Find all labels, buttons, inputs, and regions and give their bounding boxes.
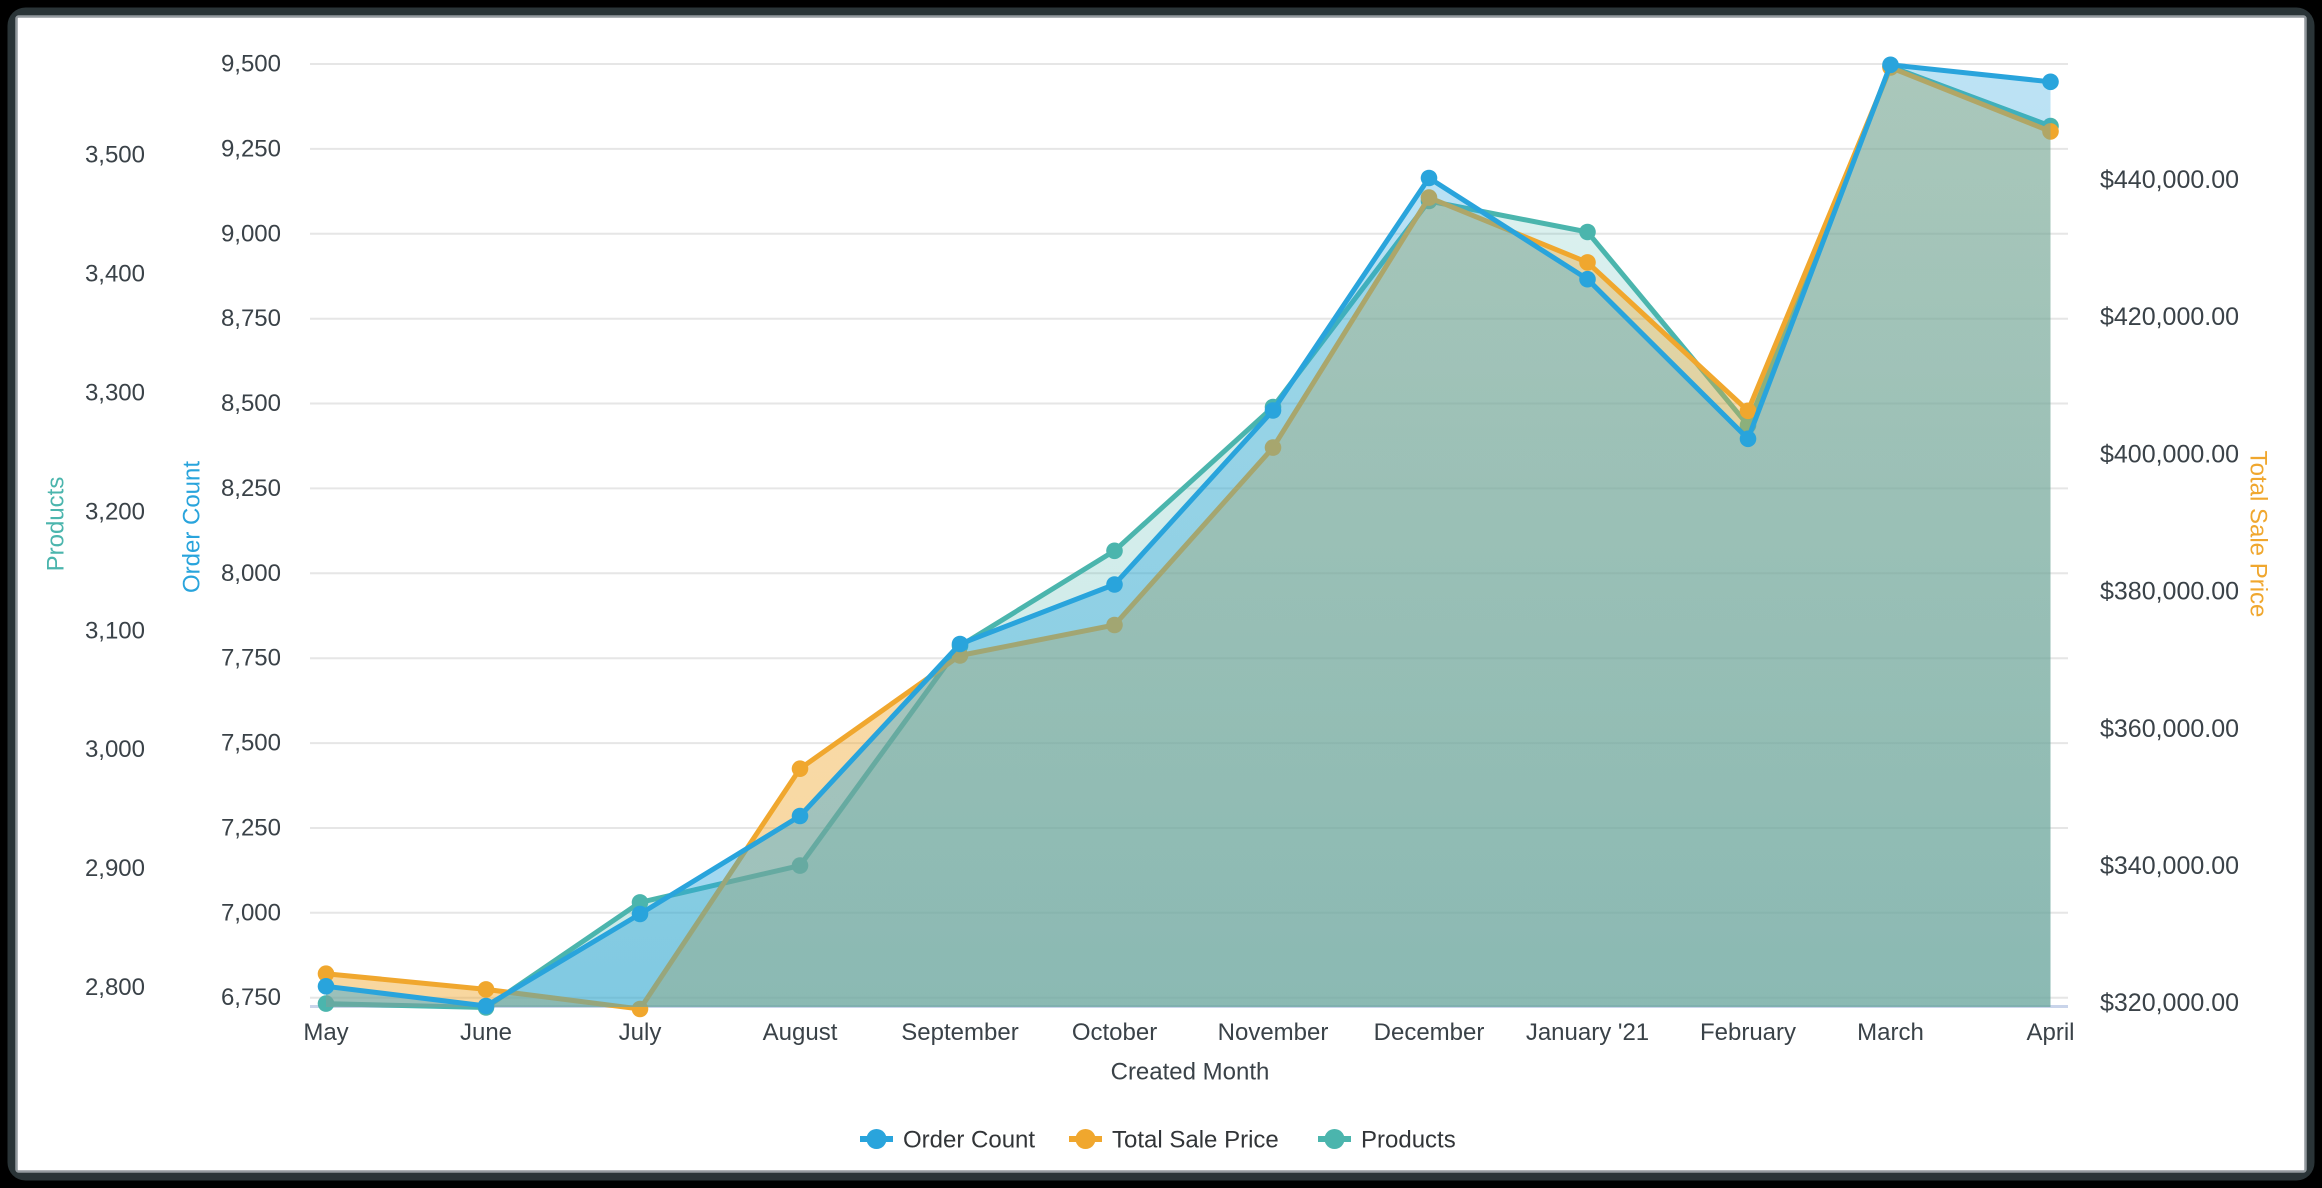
svg-text:8,000: 8,000 <box>221 560 281 587</box>
svg-text:3,500: 3,500 <box>85 142 145 169</box>
svg-text:Order Count: Order Count <box>179 461 206 593</box>
svg-text:8,250: 8,250 <box>221 475 281 502</box>
svg-text:$400,000.00: $400,000.00 <box>2100 440 2239 468</box>
svg-text:6,750: 6,750 <box>221 984 281 1011</box>
svg-text:3,400: 3,400 <box>85 261 145 288</box>
svg-text:Total Sale Price: Total Sale Price <box>1112 1127 1279 1154</box>
svg-text:3,000: 3,000 <box>85 736 145 763</box>
svg-text:November: November <box>1218 1019 1329 1046</box>
svg-text:January '21: January '21 <box>1526 1019 1649 1046</box>
svg-text:3,300: 3,300 <box>85 380 145 407</box>
svg-text:8,500: 8,500 <box>221 390 281 417</box>
svg-text:Products: Products <box>43 477 70 572</box>
svg-text:$440,000.00: $440,000.00 <box>2100 166 2239 194</box>
svg-text:August: August <box>763 1019 838 1046</box>
svg-text:2,900: 2,900 <box>85 855 145 882</box>
svg-text:$420,000.00: $420,000.00 <box>2100 303 2239 331</box>
svg-text:September: September <box>901 1019 1018 1046</box>
svg-text:9,500: 9,500 <box>221 51 281 78</box>
svg-text:May: May <box>303 1019 348 1046</box>
svg-text:7,750: 7,750 <box>221 645 281 672</box>
svg-text:April: April <box>2026 1019 2074 1046</box>
svg-text:$340,000.00: $340,000.00 <box>2100 852 2239 880</box>
svg-text:July: July <box>619 1019 662 1046</box>
svg-text:3,200: 3,200 <box>85 498 145 525</box>
svg-text:9,250: 9,250 <box>221 135 281 162</box>
svg-text:2,800: 2,800 <box>85 974 145 1001</box>
svg-text:$320,000.00: $320,000.00 <box>2100 989 2239 1017</box>
svg-text:8,750: 8,750 <box>221 305 281 332</box>
svg-text:7,250: 7,250 <box>221 815 281 842</box>
svg-text:$380,000.00: $380,000.00 <box>2100 578 2239 606</box>
svg-text:Products: Products <box>1361 1127 1456 1154</box>
svg-text:March: March <box>1857 1019 1924 1046</box>
svg-text:7,500: 7,500 <box>221 730 281 757</box>
svg-text:Total Sale Price: Total Sale Price <box>2245 451 2272 618</box>
svg-text:December: December <box>1374 1019 1485 1046</box>
svg-text:February: February <box>1700 1019 1796 1046</box>
svg-text:7,000: 7,000 <box>221 899 281 926</box>
svg-text:October: October <box>1072 1019 1157 1046</box>
svg-text:June: June <box>460 1019 512 1046</box>
svg-text:Created Month: Created Month <box>1111 1059 1270 1086</box>
svg-text:3,100: 3,100 <box>85 617 145 644</box>
svg-text:Order Count: Order Count <box>903 1127 1035 1154</box>
svg-text:9,000: 9,000 <box>221 220 281 247</box>
svg-text:$360,000.00: $360,000.00 <box>2100 715 2239 743</box>
